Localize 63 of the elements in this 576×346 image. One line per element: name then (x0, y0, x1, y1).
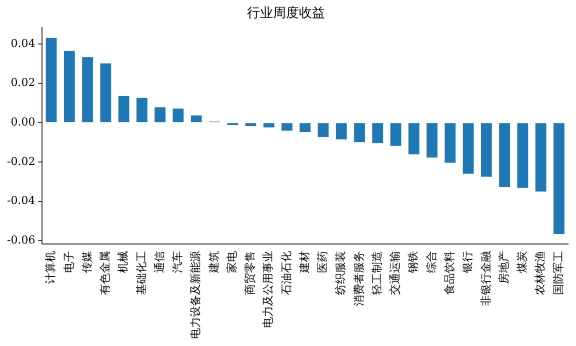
y-tick-label: 0.04 (10, 36, 36, 50)
bar (282, 123, 292, 131)
x-tick-label: 汽车 (171, 251, 184, 273)
x-tick-label: 电力及公用事业 (262, 251, 275, 328)
y-tick-label: 0.00 (10, 115, 36, 128)
bar (354, 123, 365, 142)
bar (300, 123, 311, 132)
bar (408, 123, 420, 154)
bar (462, 123, 474, 174)
bar (82, 57, 93, 122)
x-tick-label: 食品饮料 (443, 251, 456, 295)
bar (263, 123, 274, 128)
x-tick-label: 电子 (62, 251, 76, 273)
x-tick-label: 传媒 (80, 251, 94, 273)
bar (480, 123, 492, 177)
bar (336, 123, 347, 140)
y-tick-label: -0.06 (6, 234, 36, 247)
bar (318, 123, 329, 137)
x-tick-label: 建材 (298, 251, 311, 274)
x-tick-label: 基础化工 (134, 251, 148, 295)
bar (190, 116, 202, 122)
x-tick-label: 非银行金融 (479, 251, 492, 306)
bar (499, 123, 510, 187)
bar (46, 38, 57, 122)
x-tick-label: 国防军工 (552, 251, 565, 295)
x-tick-label: 钢铁 (406, 251, 420, 274)
x-tick-label: 有色金属 (98, 251, 112, 295)
y-tick-label: 0.02 (10, 76, 36, 90)
bar (535, 123, 546, 192)
x-tick-label: 医药 (316, 251, 330, 273)
x-tick-label: 轻工制造 (370, 251, 384, 295)
bar (426, 123, 438, 158)
bar (390, 123, 402, 146)
x-tick-label: 综合 (424, 251, 438, 273)
chart-title: 行业周度收益 (247, 5, 325, 22)
x-tick-label: 消费者服务 (352, 251, 366, 306)
x-tick-label: 商贸零售 (244, 251, 257, 295)
x-tick-label: 建筑 (207, 251, 220, 274)
bar (64, 51, 75, 122)
x-tick-label: 石油石化 (280, 251, 293, 295)
x-tick-label: 计算机 (44, 251, 58, 284)
bar (172, 108, 184, 122)
x-tick-label: 房地产 (497, 251, 510, 284)
x-tick-label: 家电 (225, 251, 238, 273)
x-tick-label: 交通运输 (388, 251, 402, 295)
y-tick-label: -0.02 (6, 154, 36, 168)
bar (553, 123, 564, 234)
x-tick-label: 煤炭 (516, 251, 529, 273)
bar (100, 63, 112, 122)
bar (372, 123, 384, 144)
bar (136, 98, 148, 122)
x-tick-label: 银行 (461, 251, 474, 274)
x-tick-label: 农林牧渔 (534, 251, 547, 295)
bar (444, 123, 456, 163)
x-tick-label: 纺织服装 (334, 251, 348, 295)
bar (517, 123, 528, 188)
bar (154, 107, 166, 122)
x-tick-label: 通信 (152, 251, 166, 273)
y-tick-label: -0.04 (6, 194, 36, 208)
x-tick-label: 机械 (116, 251, 130, 273)
bar (118, 96, 130, 122)
x-tick-label: 电力设备及新能源 (189, 251, 202, 339)
bar (245, 123, 256, 126)
